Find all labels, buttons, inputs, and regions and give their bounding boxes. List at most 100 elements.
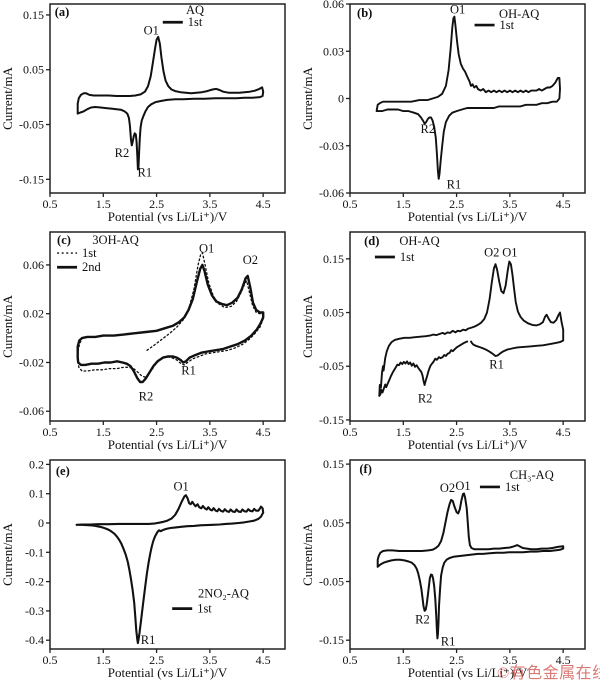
y-tick-label: 0.1 xyxy=(29,487,44,501)
x-tick-label: 1.5 xyxy=(396,653,411,667)
peak-label-O1: O1 xyxy=(144,23,159,37)
y-tick-label: -0.06 xyxy=(319,186,344,200)
peak-label-O1: O1 xyxy=(502,245,517,259)
peak-label-O1: O1 xyxy=(455,479,470,493)
x-tick-label: 3.5 xyxy=(502,197,517,211)
y-axis-label: Current/mA xyxy=(0,522,15,585)
y-axis-label: Current/mA xyxy=(300,522,315,585)
peak-label-R1: R1 xyxy=(181,363,196,377)
y-tick-label: -0.2 xyxy=(25,575,44,589)
x-tick-label: 0.5 xyxy=(343,653,358,667)
x-tick-label: 4.5 xyxy=(256,197,271,211)
legend-title: OH-AQ xyxy=(499,7,539,21)
plot-box xyxy=(349,231,586,422)
y-tick-label: -0.15 xyxy=(319,633,344,647)
x-tick-label: 3.5 xyxy=(202,653,217,667)
chart-e: 0.5 1.5 2.5 3.5 4.5 0.2 0.1 0 -0.1 -0.2 -0.3 -0.4 Po… xyxy=(0,457,286,680)
y-tick-label: -0.15 xyxy=(19,172,44,186)
panel-letter: (e) xyxy=(56,464,70,478)
x-axis-label: Potential (vs Li/Li⁺)/V xyxy=(108,665,228,680)
panel-e: 0.5 1.5 2.5 3.5 4.5 0.2 0.1 0 -0.1 -0.2 -0.3 -0.4 Po… xyxy=(0,456,300,684)
x-tick-label: 3.5 xyxy=(202,197,217,211)
peak-label-R2: R2 xyxy=(139,390,154,404)
cv-curve-1st-return xyxy=(378,340,469,397)
x-axis-label: Potential (vs Li/Li⁺)/V xyxy=(408,437,528,452)
panel-letter: (f) xyxy=(359,462,372,476)
x-tick-label: 2.5 xyxy=(149,425,164,439)
x-tick-label: 4.5 xyxy=(256,653,271,667)
x-tick-label: 0.5 xyxy=(43,425,58,439)
y-tick-label: 0 xyxy=(338,92,344,106)
panel-letter: (a) xyxy=(55,5,70,19)
peak-label-R2: R2 xyxy=(421,122,436,136)
peak-label-R1: R1 xyxy=(447,177,462,191)
legend-title: OH-AQ xyxy=(399,234,439,248)
panel-a: 0.5 1.5 2.5 3.5 4.5 0.15 0.05 -0.05 -0.15 Potenti… xyxy=(0,0,300,228)
x-tick-label: 2.5 xyxy=(449,425,464,439)
x-tick-label: 0.5 xyxy=(343,197,358,211)
y-tick-label: -0.3 xyxy=(25,604,44,618)
panel-letter: (c) xyxy=(57,233,71,247)
x-tick-label: 4.5 xyxy=(256,425,271,439)
peak-label-O1: O1 xyxy=(173,480,188,494)
panel-b: 0.5 1.5 2.5 3.5 4.5 0.06 0.03 0 -0.03 -0.06 Potent… xyxy=(300,0,600,228)
legend-item-label: 2nd xyxy=(82,260,102,274)
plot-box xyxy=(49,3,286,194)
legend-item-label: 1st xyxy=(400,250,415,264)
x-tick-label: 1.5 xyxy=(396,197,411,211)
legend-item-label: 1st xyxy=(197,602,212,616)
legend-item-label: 1st xyxy=(500,18,515,32)
y-tick-label: -0.02 xyxy=(19,355,44,369)
y-axis-label: Current/mA xyxy=(300,294,315,357)
cv-curve-1st xyxy=(378,260,565,397)
legend-title: 2NO₂-AQ xyxy=(198,587,249,601)
cv-curve-1st xyxy=(77,252,264,378)
chart-f: 0.5 1.5 2.5 3.5 4.5 0.15 0.05 -0.05 -0.15 Potenti… xyxy=(300,457,586,680)
legend-item-label: 1st xyxy=(188,15,203,29)
y-axis-label: Current/mA xyxy=(300,66,315,129)
x-tick-label: 3.5 xyxy=(502,653,517,667)
peak-label-R1: R1 xyxy=(441,634,456,648)
plot-box xyxy=(49,459,286,650)
peak-label-O1: O1 xyxy=(199,241,214,255)
y-tick-label: 0.05 xyxy=(323,306,344,320)
peak-label-R2: R2 xyxy=(115,146,130,160)
y-tick-label: -0.1 xyxy=(25,545,44,559)
peak-label-R1: R1 xyxy=(489,358,504,372)
y-tick-label: -0.4 xyxy=(25,633,44,647)
x-tick-label: 2.5 xyxy=(449,653,464,667)
y-axis-label: Current/mA xyxy=(0,294,15,357)
plot-box xyxy=(349,459,586,650)
x-tick-label: 4.5 xyxy=(556,653,571,667)
x-tick-label: 0.5 xyxy=(343,425,358,439)
x-tick-label: 2.5 xyxy=(149,653,164,667)
x-tick-label: 3.5 xyxy=(202,425,217,439)
panel-d: 0.5 1.5 2.5 3.5 4.5 0.15 0.05 -0.05 -0.15 Potenti… xyxy=(300,228,600,456)
x-tick-label: 3.5 xyxy=(502,425,517,439)
y-tick-label: 0.05 xyxy=(323,516,344,530)
panel-letter: (b) xyxy=(357,6,372,20)
y-tick-label: 0.03 xyxy=(323,44,344,58)
panel-f: 0.5 1.5 2.5 3.5 4.5 0.15 0.05 -0.05 -0.15 Potenti… xyxy=(300,456,600,684)
peak-label-O1: O1 xyxy=(450,3,465,17)
x-tick-label: 2.5 xyxy=(449,197,464,211)
y-tick-label: -0.03 xyxy=(319,139,344,153)
x-tick-label: 4.5 xyxy=(556,425,571,439)
cv-curve-1st xyxy=(76,35,265,171)
x-tick-label: 1.5 xyxy=(96,197,111,211)
legend-item-label: 1st xyxy=(82,246,97,260)
x-tick-label: 1.5 xyxy=(96,425,111,439)
y-tick-label: 0.15 xyxy=(323,457,344,471)
y-tick-label: -0.06 xyxy=(19,404,44,418)
chart-d: 0.5 1.5 2.5 3.5 4.5 0.15 0.05 -0.05 -0.15 Potenti… xyxy=(300,231,586,452)
peak-label-R1: R1 xyxy=(141,633,156,647)
watermark: ©有色金属在线 xyxy=(497,665,600,682)
peak-label-O2: O2 xyxy=(484,245,499,259)
y-tick-label: 0.06 xyxy=(323,0,344,11)
peak-label-O2: O2 xyxy=(440,481,455,495)
y-tick-label: -0.05 xyxy=(319,359,344,373)
y-tick-label: -0.05 xyxy=(319,575,344,589)
x-tick-label: 2.5 xyxy=(149,197,164,211)
cv-curve-1st xyxy=(375,15,561,180)
